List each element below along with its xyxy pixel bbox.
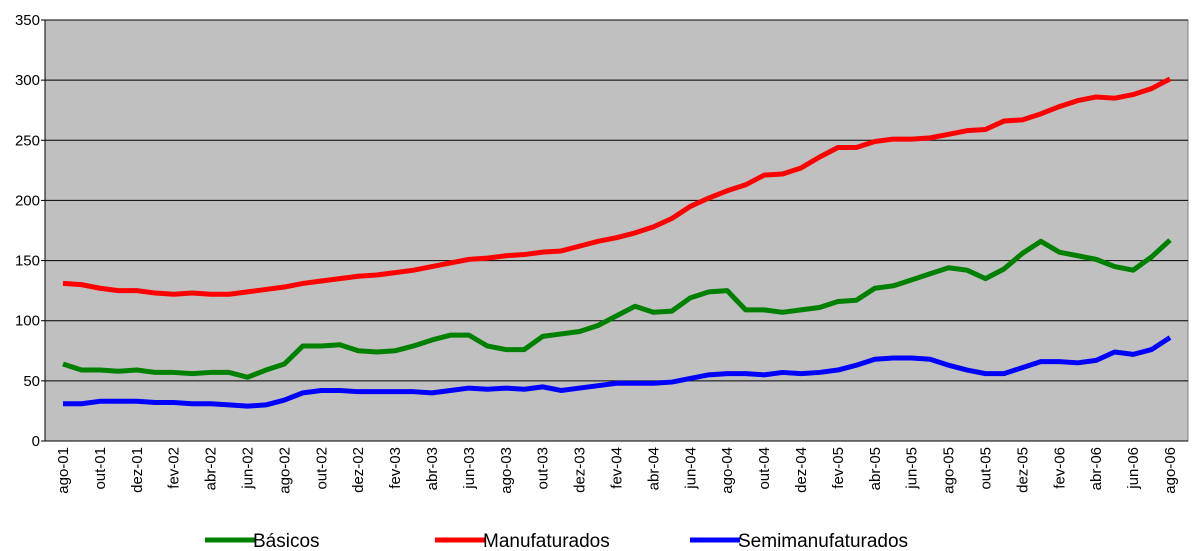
x-tick-label: jun-04 — [682, 447, 699, 490]
series-line — [62, 238, 1172, 380]
y-tick-label: 0 — [32, 433, 40, 450]
legend-label: Básicos — [253, 531, 320, 551]
x-tick-label: abr-03 — [424, 447, 441, 490]
x-tick-label: dez-03 — [572, 447, 589, 493]
x-tick-label: ago-01 — [55, 447, 72, 494]
x-tick-label: ago-05 — [941, 447, 958, 494]
x-tick-label: jun-05 — [904, 447, 921, 490]
x-tick-label: fev-02 — [166, 447, 183, 489]
x-tick-label: fev-03 — [387, 447, 404, 489]
plot-area — [44, 19, 1189, 442]
y-tick-label: 50 — [23, 373, 40, 390]
x-tick-label: abr-06 — [1088, 447, 1105, 490]
x-tick-label: jun-06 — [1125, 447, 1142, 490]
x-tick-label: ago-03 — [498, 447, 515, 494]
x-tick-label: out-03 — [535, 447, 552, 490]
series-line — [63, 335, 1172, 409]
y-tick-label: 150 — [15, 253, 40, 270]
x-tick-label: out-04 — [756, 447, 773, 490]
legend-label: Manufaturados — [483, 531, 610, 551]
x-tick-label: abr-02 — [203, 447, 220, 490]
legend-label: Semimanufaturados — [738, 531, 908, 551]
y-tick-label: 100 — [15, 313, 40, 330]
x-tick-label: dez-02 — [350, 447, 367, 493]
y-tick-label: 350 — [15, 12, 40, 29]
x-tick-label: out-05 — [978, 447, 995, 490]
x-tick-label: ago-02 — [276, 447, 293, 494]
x-tick-label: fev-05 — [830, 447, 847, 489]
y-tick-label: 300 — [15, 72, 40, 89]
x-tick-label: abr-04 — [645, 447, 662, 490]
x-tick-label: out-02 — [313, 447, 330, 490]
x-tick-label: jun-02 — [240, 447, 257, 490]
x-tick-label: out-01 — [92, 447, 109, 490]
x-tick-label: jun-03 — [461, 447, 478, 490]
x-tick-label: dez-01 — [129, 447, 146, 493]
x-tick-label: dez-04 — [793, 447, 810, 493]
x-tick-label: fev-04 — [609, 447, 626, 489]
x-tick-label: ago-04 — [719, 447, 736, 494]
x-tick-label: dez-05 — [1014, 447, 1031, 493]
x-tick-label: fev-06 — [1051, 447, 1068, 489]
y-tick-label: 250 — [15, 132, 40, 149]
y-tick-label: 200 — [15, 192, 40, 209]
series-line — [62, 76, 1172, 297]
x-tick-label: ago-06 — [1162, 447, 1179, 494]
x-tick-label: abr-05 — [867, 447, 884, 490]
